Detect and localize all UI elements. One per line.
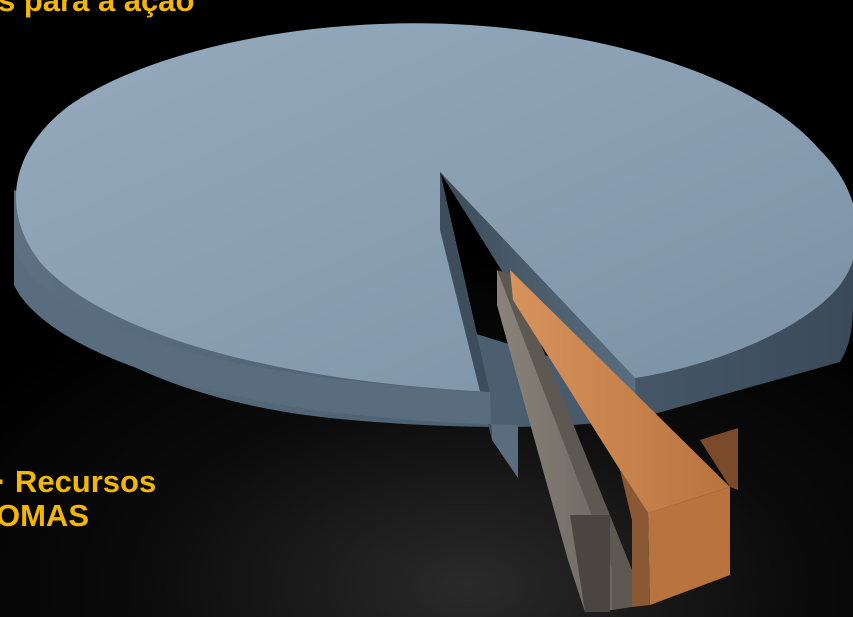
slice-orange-side-right (648, 487, 730, 605)
slice-gray-side (570, 515, 610, 612)
slice-label-top: s para a ação (0, 0, 195, 18)
slice-label-recursos-omas: · Recursos OMAS (0, 465, 156, 533)
slice-orange-side-left (620, 470, 650, 607)
slice-main-cut-wall-left (440, 172, 492, 440)
slice-orange-top (510, 270, 730, 513)
slice-main-top (16, 23, 853, 392)
slice-label-line1: · Recursos (0, 464, 157, 499)
slice-orange-side-back (700, 428, 738, 490)
slice-label-line2: OMAS (0, 498, 89, 533)
